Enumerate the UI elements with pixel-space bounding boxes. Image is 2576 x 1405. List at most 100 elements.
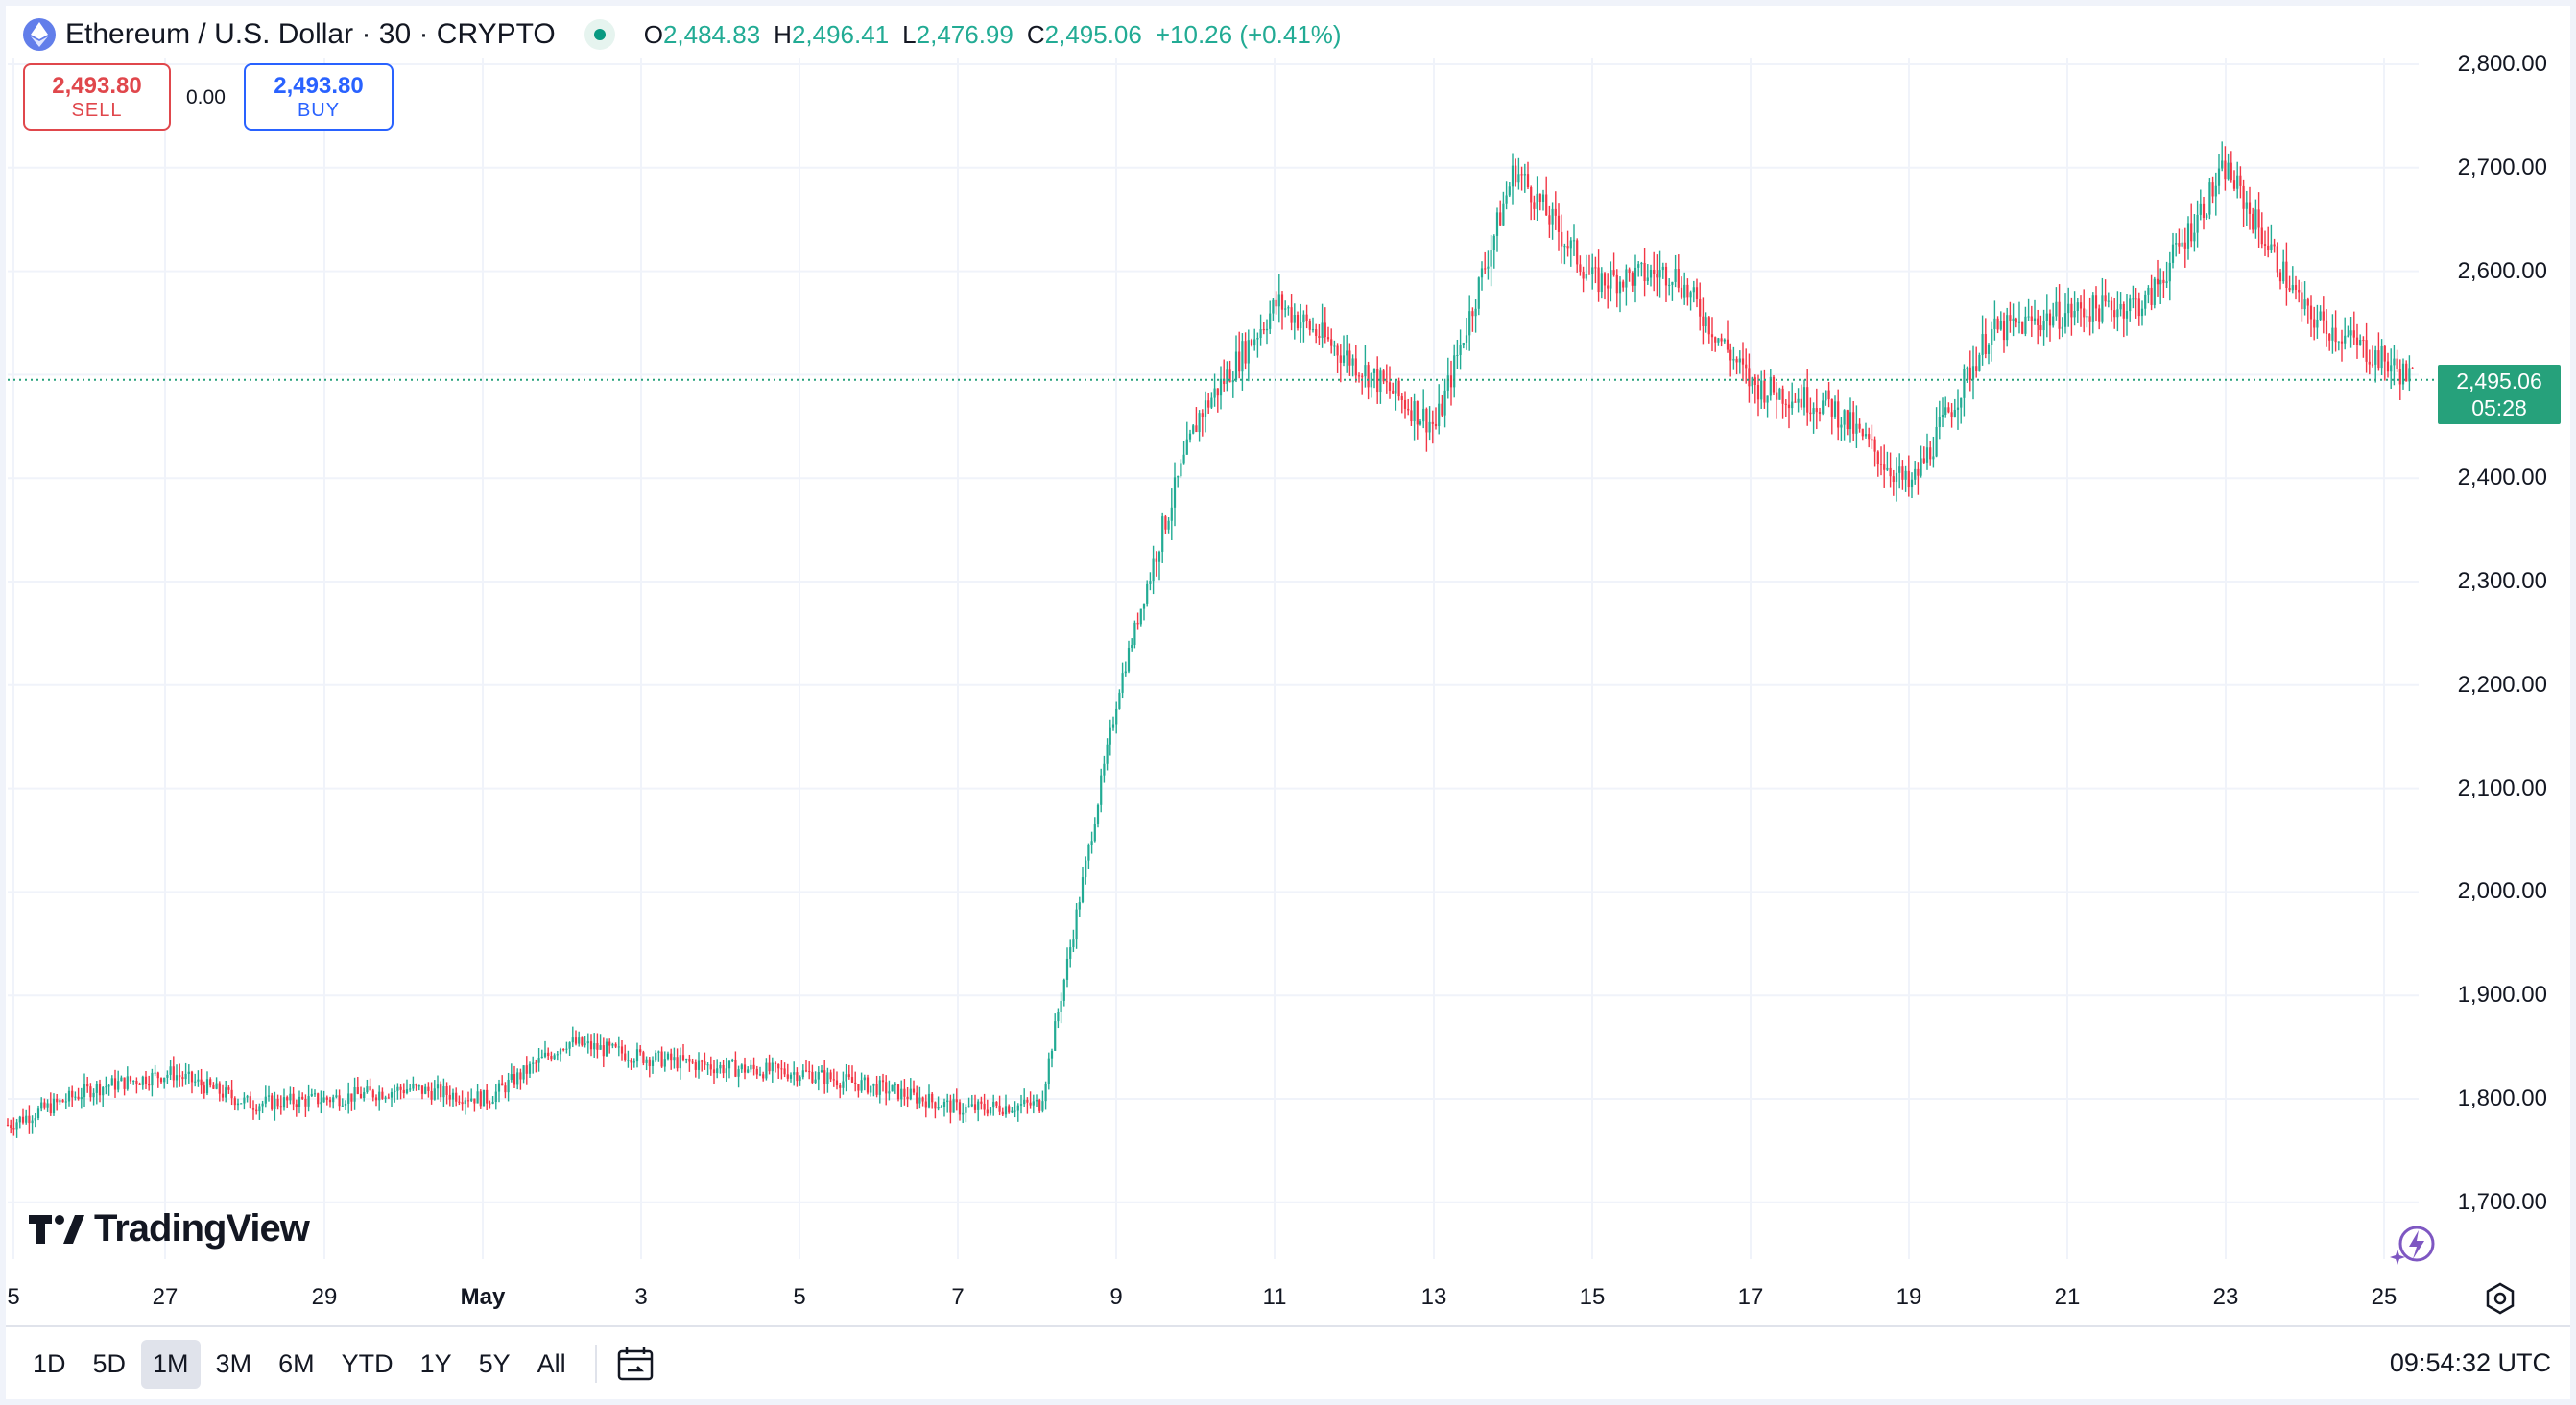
candle-body [1729,349,1732,361]
candle-body [2063,313,2067,327]
candle-body [768,1062,771,1072]
go-to-date-icon[interactable] [614,1343,656,1385]
candle-body [1830,399,1833,417]
candle-body [43,1102,46,1108]
candle-body [409,1088,412,1090]
time-tick-label: 21 [2054,1284,2081,1310]
symbol-title[interactable]: Ethereum / U.S. Dollar · 30 · CRYPTO [65,18,556,50]
candle-body [2119,303,2122,310]
candle-body [378,1091,381,1101]
candle-body [322,1097,325,1103]
change-value: +10.26 (+0.41%) [1155,19,1342,49]
price-tick-label: 2,400.00 [2457,464,2547,491]
candle-body [451,1092,455,1100]
candle-body [1121,673,1124,693]
candle-body [685,1059,688,1060]
candle-body [2214,185,2217,197]
price-tick-label: 2,200.00 [2457,671,2547,698]
candle-body [2002,321,2006,341]
candle-body [1118,692,1121,709]
candle-body [338,1095,341,1107]
candle-body [476,1091,479,1104]
utc-clock[interactable]: 09:54:32 UTC [2389,1348,2551,1377]
market-status-icon[interactable] [584,19,615,50]
candle-body [34,1118,36,1121]
candle-body [105,1086,107,1088]
candle-body [596,1043,599,1050]
candle-body [366,1086,369,1093]
candle-body [1019,1104,1023,1106]
candle-body [1484,268,1487,270]
candle-body [1966,367,1968,369]
candle-body [135,1081,138,1084]
candle-body [363,1092,366,1099]
candle-body [120,1077,123,1082]
candle-body [2371,364,2374,366]
candle-body [1772,376,1776,393]
tradingview-logo-text: TradingView [94,1207,310,1250]
candle-body [1548,215,1551,225]
timeframe-6m[interactable]: 6M [278,1348,315,1378]
candle-body [2070,303,2073,318]
candle-body [2276,246,2278,273]
candle-body [1705,317,1707,327]
candle-body [783,1068,786,1075]
candle-body [701,1060,704,1062]
candle-body [172,1066,175,1081]
timeframe-ytd[interactable]: YTD [341,1348,394,1378]
candle-body [2107,300,2110,302]
candle-body [313,1093,317,1095]
candle-body [2140,308,2144,317]
candle-body [1326,337,1330,340]
ethereum-icon[interactable] [23,18,56,51]
candle-body [1637,264,1640,268]
candle-body [2183,242,2186,249]
spark-icon[interactable] [2390,1221,2438,1269]
candle-body [381,1091,384,1099]
candle-body [1587,274,1591,275]
candle-body [522,1065,525,1080]
candle-body [126,1076,129,1089]
candle-body [584,1043,586,1046]
timeframe-all[interactable]: All [537,1348,566,1378]
candle-body [12,1127,15,1130]
gear-icon[interactable] [2484,1282,2516,1315]
candle-body [482,1089,486,1107]
candle-body [461,1102,464,1105]
timeframe-3m[interactable]: 3M [215,1348,252,1378]
timeframe-1m[interactable]: 1M [141,1339,201,1389]
timeframe-5y[interactable]: 5Y [478,1348,511,1378]
candle-body [292,1093,295,1105]
candle-body [1561,231,1563,247]
timeframe-1d[interactable]: 1D [33,1348,66,1378]
grid [8,58,2419,1259]
tradingview-logo[interactable]: TradingView [29,1207,310,1250]
candle-body [83,1084,86,1098]
candle-body [218,1083,221,1094]
candle-body [632,1061,635,1063]
candle-body [1259,329,1262,338]
candle-body [1910,479,1914,488]
candle-body [1818,412,1822,414]
candle-body [1180,463,1182,477]
candle-body [359,1093,363,1099]
candle-body [1054,1021,1057,1051]
candle-body [2098,308,2101,322]
buy-button[interactable]: 2,493.80 BUY [244,63,394,131]
candle-body [624,1053,627,1060]
candle-body [1868,434,1871,440]
timeframe-1y[interactable]: 1Y [419,1348,452,1378]
timeframe-5d[interactable]: 5D [92,1348,127,1378]
candle-body [2263,244,2267,246]
time-tick-label: 17 [1737,1284,1764,1310]
candle-body [786,1074,789,1079]
candle-body [1545,194,1548,216]
candle-body [528,1063,532,1074]
candle-body [2374,350,2377,365]
candle-body [918,1097,921,1104]
candle-body [1987,345,1991,354]
sell-button[interactable]: 2,493.80 SELL [23,63,171,131]
candle-body [599,1045,602,1050]
candle-body [750,1064,752,1070]
